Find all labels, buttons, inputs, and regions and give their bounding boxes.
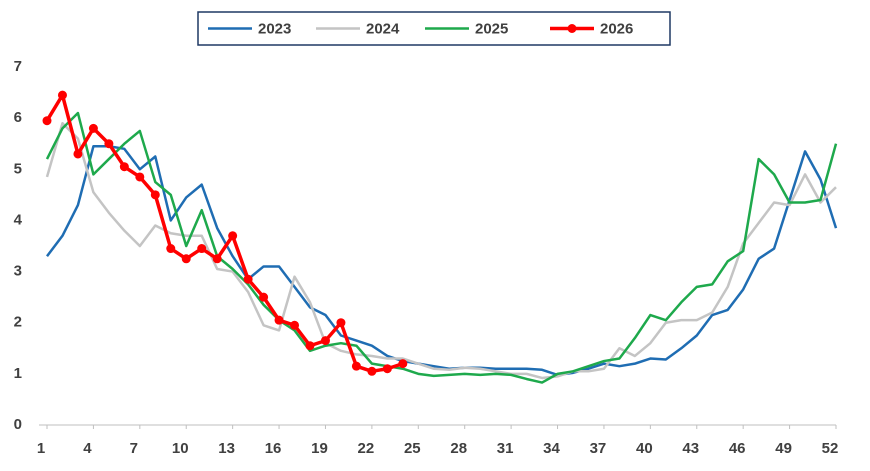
- series-marker: [73, 149, 83, 159]
- x-tick-label: 34: [543, 440, 560, 457]
- series-marker: [119, 162, 129, 172]
- series-marker: [181, 254, 191, 264]
- x-tick-label: 16: [265, 440, 282, 457]
- series-marker: [150, 190, 160, 200]
- x-tick-label: 13: [218, 440, 235, 457]
- x-tick-label: 43: [682, 440, 699, 457]
- series-marker: [57, 90, 67, 100]
- series-marker: [135, 172, 145, 182]
- series-marker: [336, 318, 346, 328]
- series-marker: [290, 320, 300, 330]
- y-tick-label: 4: [14, 211, 23, 228]
- series-marker: [274, 315, 284, 325]
- x-tick-label: 37: [590, 440, 607, 457]
- x-tick-label: 7: [130, 440, 138, 457]
- legend-label: 2023: [258, 20, 291, 37]
- series-marker: [259, 292, 269, 302]
- y-tick-label: 6: [14, 109, 22, 126]
- x-tick-label: 31: [497, 440, 514, 457]
- x-tick-label: 40: [636, 440, 653, 457]
- series-marker: [243, 274, 253, 284]
- x-tick-label: 28: [450, 440, 467, 457]
- legend-marker: [567, 24, 577, 33]
- legend-label: 2024: [366, 20, 400, 37]
- series-marker: [88, 123, 98, 133]
- series-marker: [197, 244, 207, 254]
- series-marker: [351, 361, 361, 371]
- y-tick-label: 3: [14, 263, 22, 280]
- y-tick-label: 0: [14, 416, 22, 433]
- series-marker: [212, 254, 222, 264]
- series-line: [45, 111, 838, 384]
- legend: 2023 2024 2025 2026: [197, 11, 671, 46]
- series-marker: [305, 341, 315, 351]
- y-tick-label: 7: [14, 58, 22, 75]
- x-tick-label: 25: [404, 440, 421, 457]
- x-tick-label: 1: [37, 440, 45, 457]
- x-tick-label: 19: [311, 440, 328, 457]
- x-tick-label: 46: [729, 440, 746, 457]
- x-tick-label: 4: [83, 440, 92, 457]
- series-line: [45, 93, 404, 374]
- series-marker: [104, 139, 114, 149]
- x-tick-label: 49: [775, 440, 792, 457]
- y-tick-label: 5: [14, 160, 22, 177]
- series-marker: [228, 231, 238, 241]
- series-marker: [382, 364, 392, 374]
- series-marker: [367, 366, 377, 376]
- series-line: [46, 145, 838, 377]
- y-tick-label: 2: [14, 314, 22, 331]
- series-marker: [42, 116, 52, 126]
- series-marker: [320, 336, 330, 346]
- x-tick-label: 10: [172, 440, 189, 457]
- series-marker: [398, 359, 408, 369]
- legend-label: 2026: [600, 20, 633, 37]
- series-marker: [166, 244, 176, 254]
- series-line: [45, 122, 837, 380]
- x-tick-label: 22: [358, 440, 375, 457]
- legend-label: 2025: [475, 20, 508, 37]
- y-tick-label: 1: [14, 365, 22, 382]
- x-tick-label: 52: [822, 440, 839, 457]
